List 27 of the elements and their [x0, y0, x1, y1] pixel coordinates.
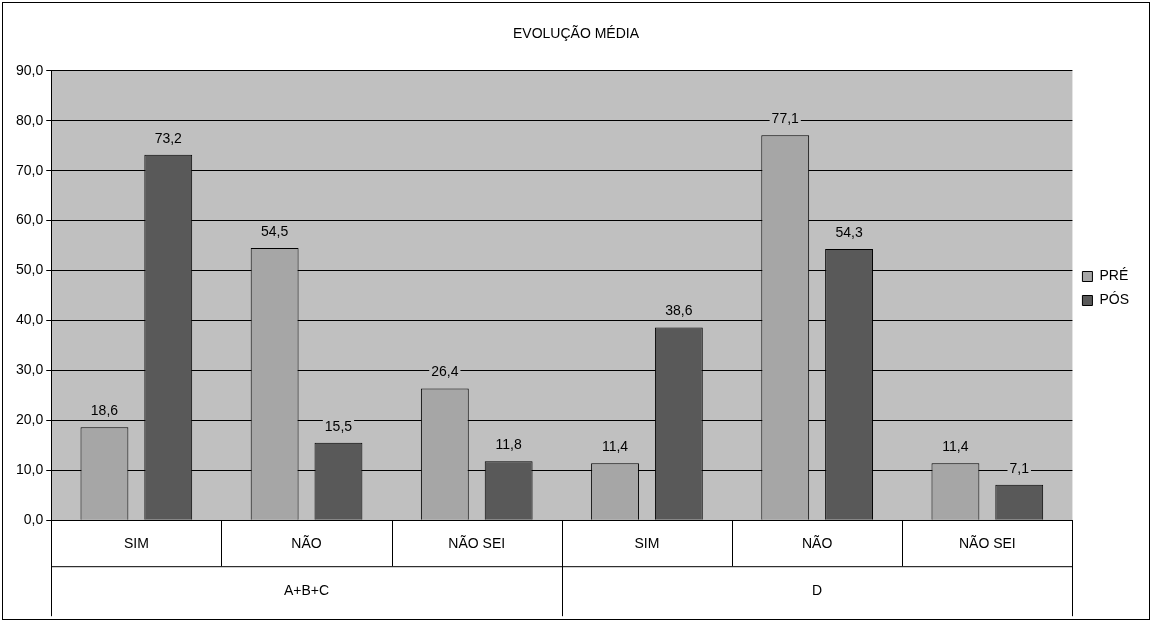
y-tick-label: 10,0 — [16, 461, 44, 478]
data-label: 11,4 — [601, 438, 629, 455]
text: D — [812, 582, 823, 599]
legend-label: PRÉ — [1099, 267, 1129, 284]
data-label: 11,4 — [942, 438, 969, 455]
legend-label: PÓS — [1099, 291, 1130, 308]
y-tick-label: 80,0 — [16, 111, 44, 128]
chart-title: EVOLUÇÃO MÉDIA — [512, 25, 640, 42]
y-tick-label: 60,0 — [16, 211, 44, 228]
text: A+B+C — [283, 582, 330, 599]
data-label: 26,4 — [431, 363, 459, 380]
y-tick-label: 20,0 — [16, 411, 44, 428]
y-tick-label: 0,0 — [23, 511, 44, 528]
data-label: 18,6 — [90, 402, 119, 419]
data-label: 11,8 — [495, 436, 522, 453]
y-tick-label: 70,0 — [16, 161, 44, 178]
data-label: 38,6 — [665, 302, 693, 319]
y-tick-label: 30,0 — [16, 361, 44, 378]
data-label: 77,1 — [771, 110, 800, 127]
data-label: 15,5 — [324, 417, 353, 434]
y-tick-label: 90,0 — [16, 61, 44, 78]
y-tick-label: 50,0 — [16, 261, 44, 278]
data-label: 73,2 — [154, 129, 183, 146]
y-tick-label: 40,0 — [16, 311, 44, 328]
data-label: 7,1 — [1009, 459, 1030, 476]
data-label: 54,3 — [835, 223, 863, 240]
data-label: 54,5 — [261, 222, 289, 239]
